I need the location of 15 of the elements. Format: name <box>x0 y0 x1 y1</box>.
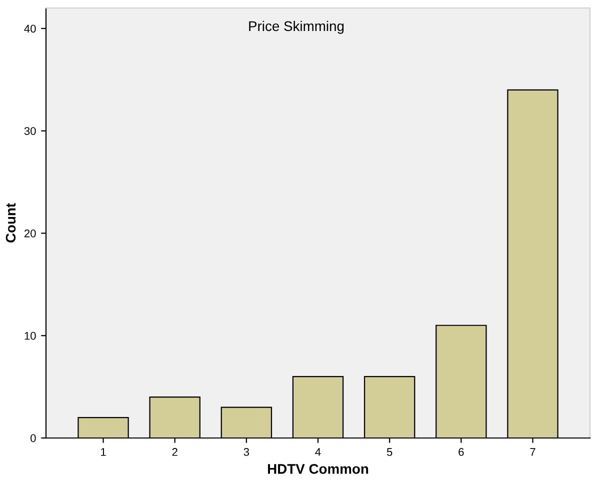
y-tick-label: 10 <box>24 332 36 340</box>
x-tick-label: 4 <box>315 448 321 456</box>
y-tick-label: 0 <box>30 434 36 442</box>
text: Price Skimming <box>249 20 344 34</box>
x-tick-label: 6 <box>458 448 464 456</box>
x-tick-label: 1 <box>101 448 106 456</box>
y-tick-label: 30 <box>24 127 36 135</box>
y-tick-label: 20 <box>24 230 36 238</box>
x-tick-label: 7 <box>530 448 536 456</box>
x-tick-label: 5 <box>386 448 392 456</box>
y-tick-label: 40 <box>24 24 36 33</box>
x-tick-label: 2 <box>172 448 178 456</box>
y-axis-title: Count <box>6 203 16 242</box>
x-tick-label: 3 <box>244 448 250 456</box>
x-axis-title: HDTV Common <box>268 464 368 474</box>
